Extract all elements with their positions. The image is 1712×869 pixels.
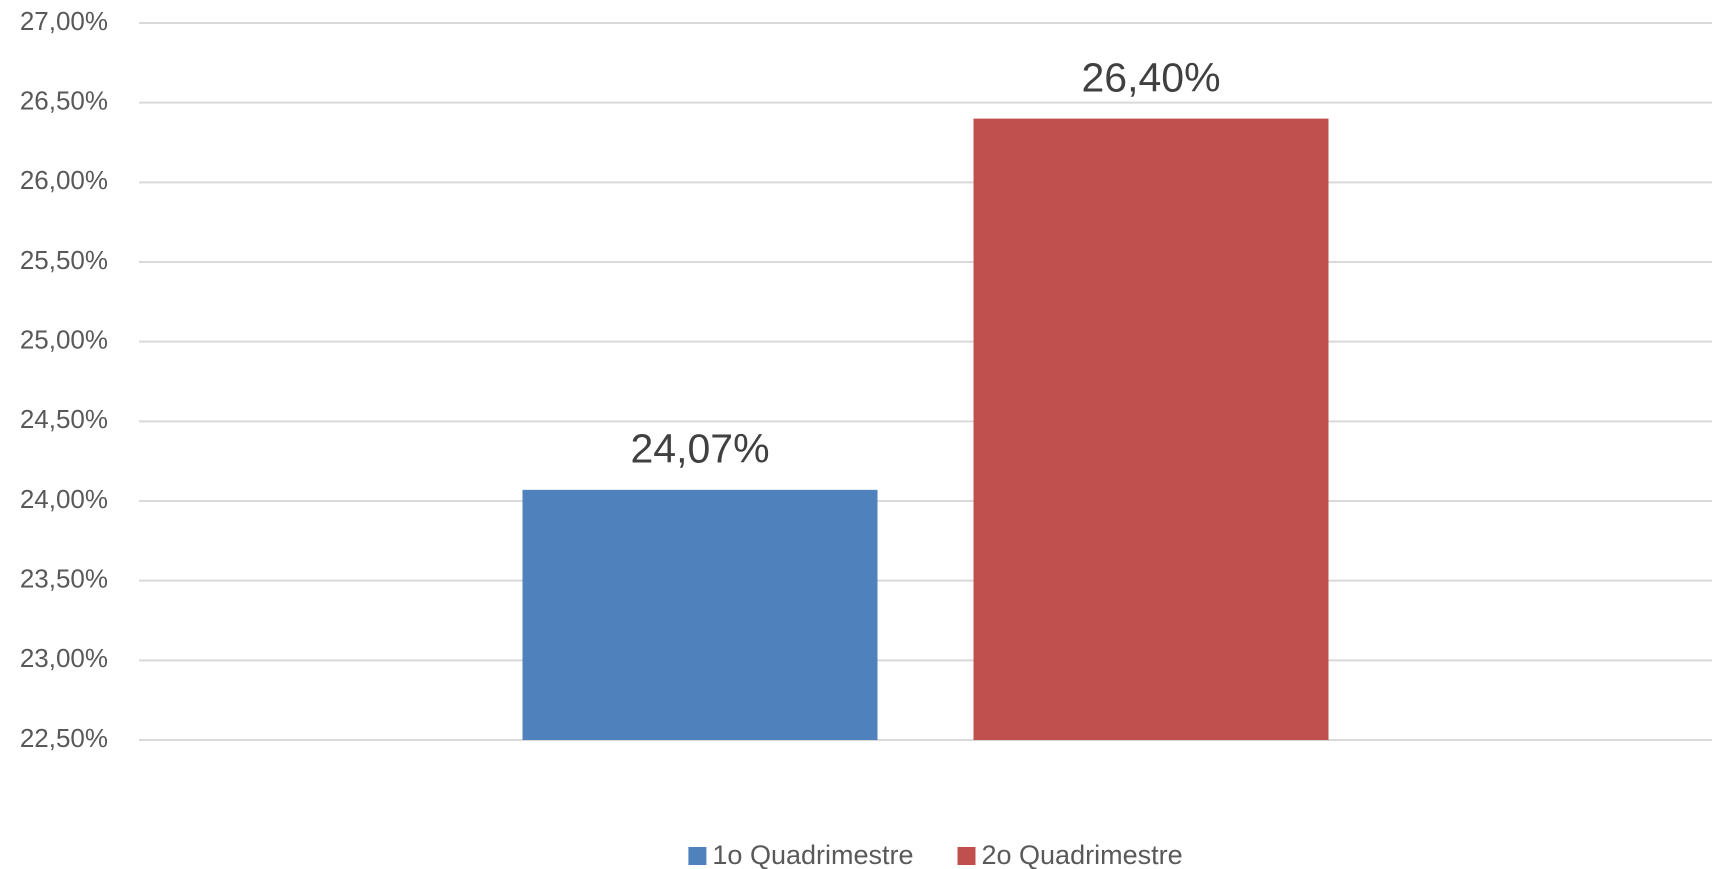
y-tick-label: 25,00% bbox=[20, 325, 108, 355]
value-label: 26,40% bbox=[1081, 54, 1220, 100]
bar bbox=[973, 118, 1329, 741]
legend-swatch bbox=[688, 847, 707, 865]
y-tick-label: 23,50% bbox=[20, 564, 108, 594]
y-tick-label: 24,50% bbox=[20, 404, 108, 434]
y-tick-label: 22,50% bbox=[20, 723, 108, 753]
legend-swatch bbox=[957, 847, 976, 865]
y-tick-label: 27,00% bbox=[20, 6, 108, 36]
value-label: 24,07% bbox=[630, 426, 769, 472]
y-tick-label: 23,00% bbox=[20, 643, 108, 673]
y-tick-label: 26,50% bbox=[20, 86, 108, 116]
y-tick-label: 26,00% bbox=[20, 165, 108, 195]
legend-label: 2o Quadrimestre bbox=[982, 840, 1183, 869]
bar bbox=[522, 489, 878, 740]
y-tick-label: 25,50% bbox=[20, 245, 108, 275]
legend-label: 1o Quadrimestre bbox=[712, 840, 913, 869]
y-tick-label: 24,00% bbox=[20, 484, 108, 514]
